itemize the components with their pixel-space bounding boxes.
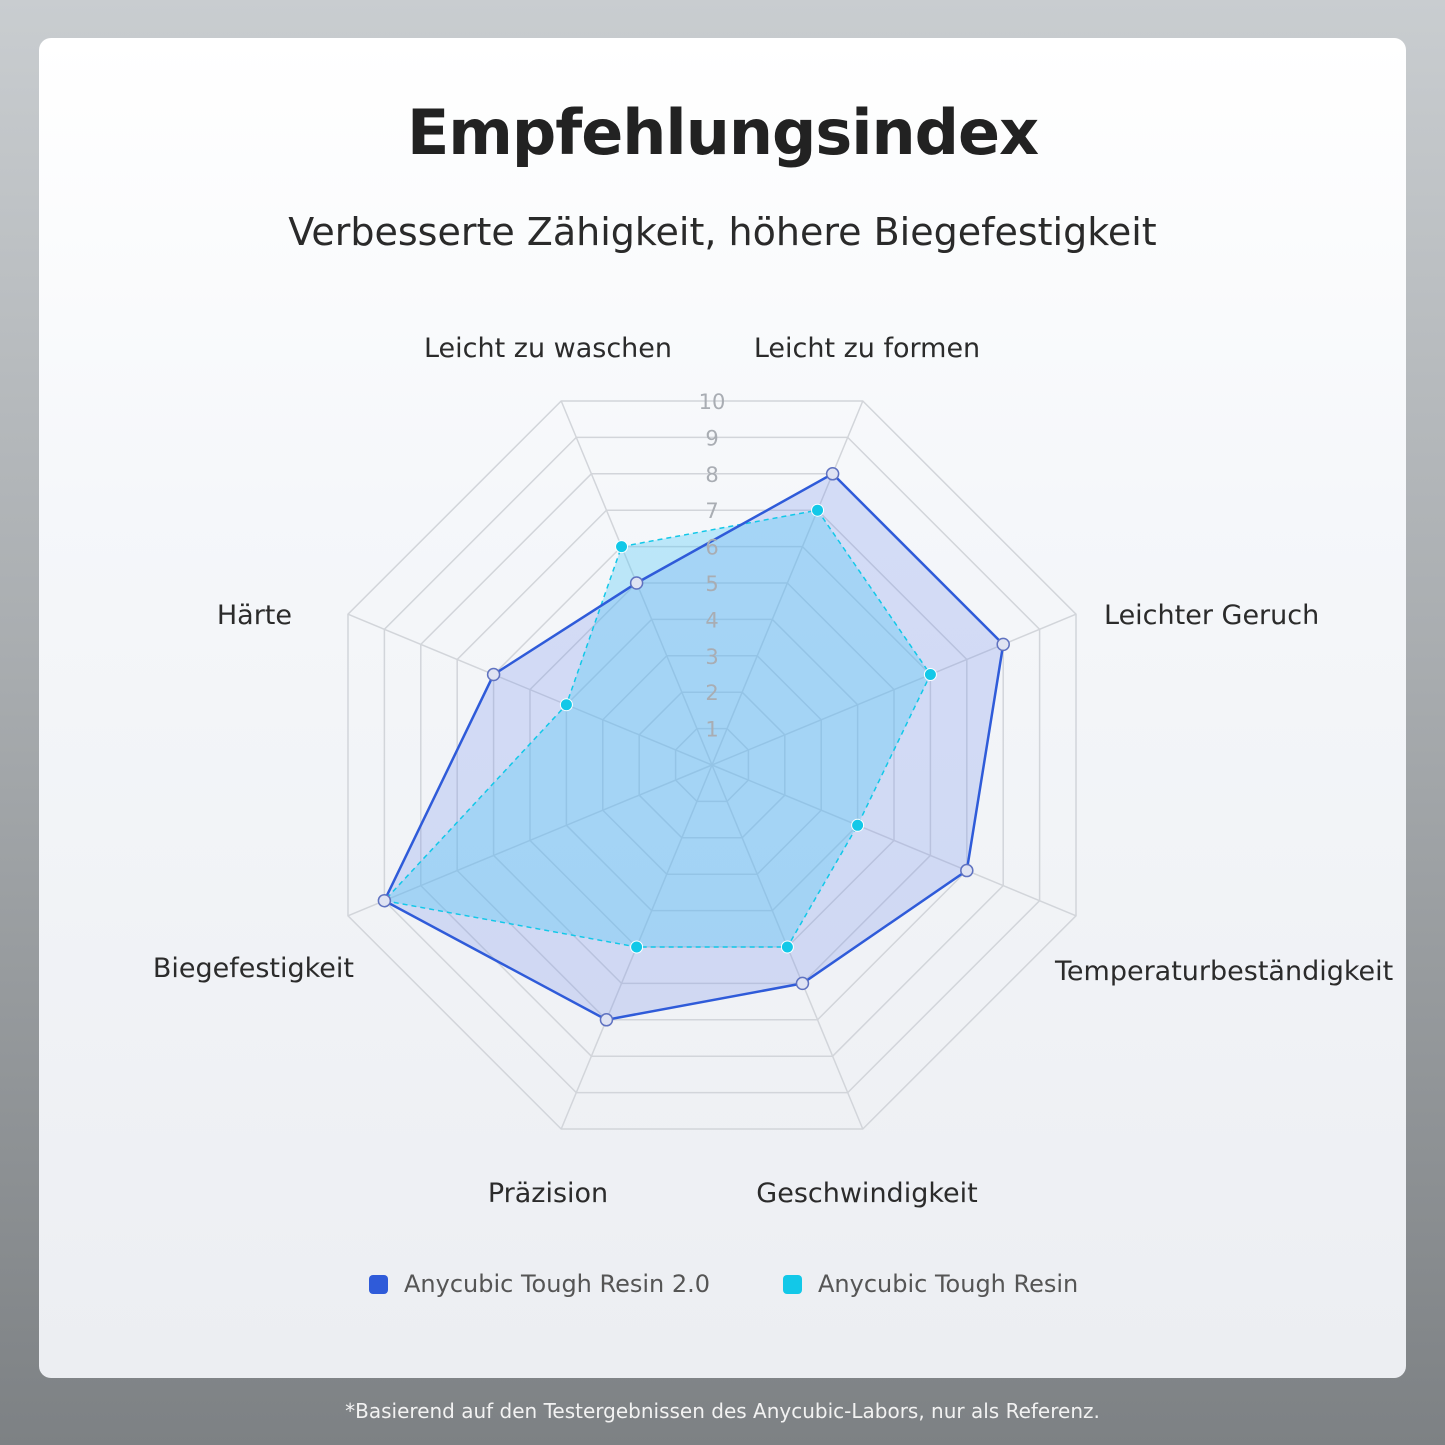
tick-label: 10	[699, 390, 726, 414]
axis-label: Temperaturbeständigkeit	[1054, 956, 1393, 987]
legend-item-tough-resin: Anycubic Tough Resin	[783, 1270, 1078, 1298]
page-title: Empfehlungsindex	[406, 96, 1039, 169]
legend-label: Anycubic Tough Resin	[818, 1270, 1079, 1298]
tick-label: 2	[705, 681, 718, 705]
legend-item-tough-resin-2: Anycubic Tough Resin 2.0	[369, 1270, 710, 1298]
data-point-tough-resin-2	[996, 637, 1010, 652]
data-point-tough-resin	[851, 818, 865, 832]
axis-label: Geschwindigkeit	[756, 1178, 977, 1209]
grid-spoke	[711, 764, 1077, 917]
axis-label: Leicht zu waschen	[424, 333, 672, 364]
data-point-tough-resin	[923, 668, 937, 682]
tick-label: 5	[705, 572, 718, 596]
tick-label: 4	[705, 608, 718, 632]
grid-spoke	[347, 613, 713, 766]
data-point-tough-resin	[780, 940, 794, 954]
legend-swatch	[369, 1274, 388, 1294]
tick-label: 7	[705, 499, 718, 523]
data-point-tough-resin-2	[599, 1013, 614, 1027]
data-point-tough-resin	[630, 940, 644, 954]
data-point-tough-resin-2	[377, 893, 392, 908]
grid-spoke	[711, 613, 1077, 766]
data-point-tough-resin-2	[795, 976, 810, 991]
axis-label: Leicht zu formen	[754, 333, 980, 364]
tick-label: 8	[705, 463, 718, 487]
axis-label: Biegefestigkeit	[153, 953, 354, 984]
data-point-tough-resin-2	[960, 863, 974, 878]
data-point-tough-resin	[811, 503, 825, 517]
data-point-tough-resin	[615, 540, 629, 554]
data-point-tough-resin-2	[486, 667, 501, 682]
axis-label: Leichter Geruch	[1104, 600, 1319, 631]
series-area-tough-resin-2	[384, 473, 1004, 1020]
data-point-tough-resin	[559, 698, 573, 712]
subtitle: Verbesserte Zähigkeit, höhere Biegefesti…	[288, 210, 1157, 254]
grid-spoke	[711, 400, 864, 766]
footnote: *Basierend auf den Testergebnissen des A…	[345, 1399, 1100, 1423]
tick-label: 6	[705, 536, 718, 560]
tick-label: 3	[705, 645, 718, 669]
grid-spoke	[347, 764, 713, 917]
legend-swatch	[783, 1274, 802, 1294]
axis-label: Präzision	[488, 1178, 608, 1209]
tick-label: 1	[705, 718, 718, 742]
data-point-tough-resin-2	[629, 576, 644, 590]
data-point-tough-resin-2	[825, 467, 840, 481]
axis-label: Härte	[217, 600, 292, 631]
card	[39, 38, 1406, 1378]
tick-label: 9	[705, 426, 718, 450]
legend-label: Anycubic Tough Resin 2.0	[404, 1270, 711, 1298]
